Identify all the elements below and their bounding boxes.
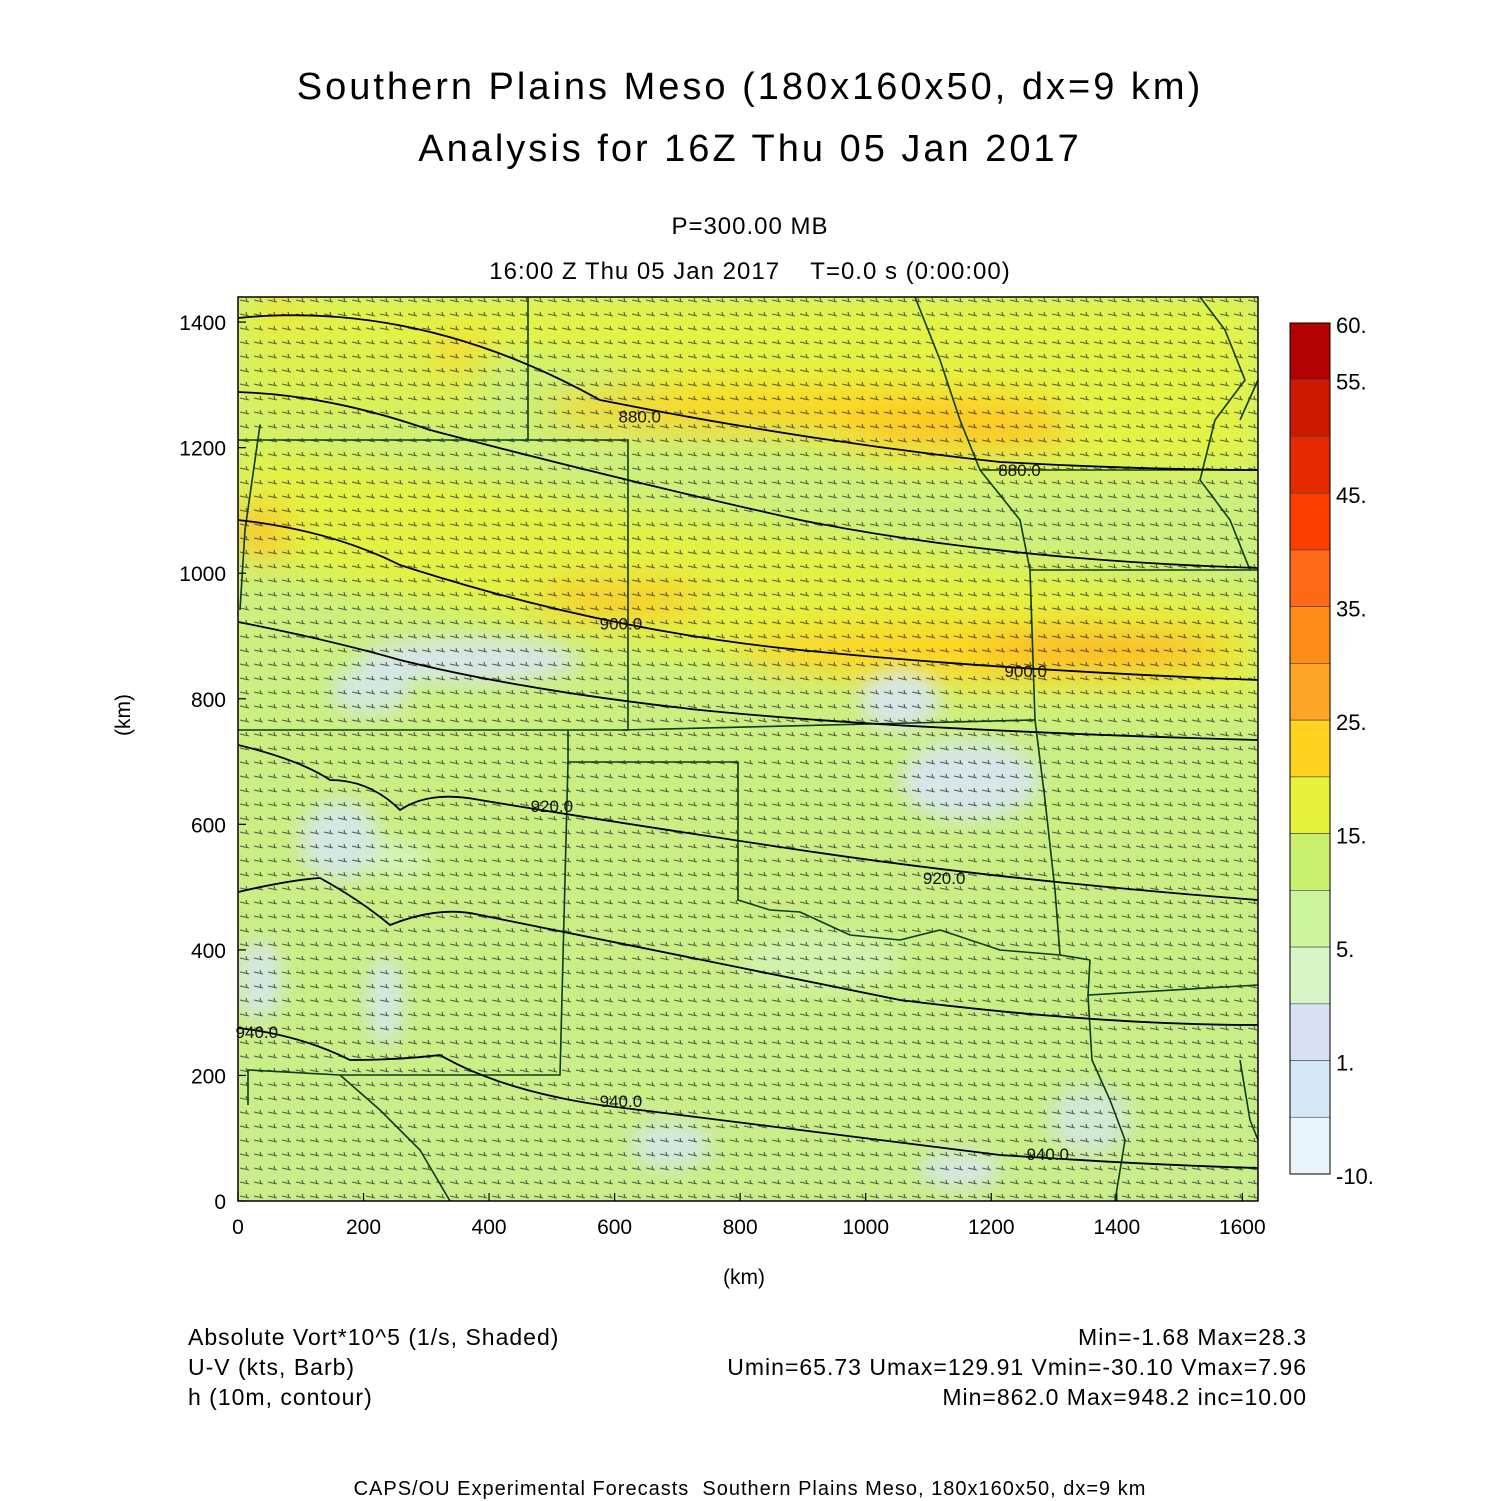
colorbar-swatch xyxy=(1289,890,1331,948)
field2-stats: Umin=65.73 Umax=129.91 Vmin=-30.10 Vmax=… xyxy=(727,1354,1307,1380)
colorbar-label: 1. xyxy=(1336,1051,1354,1076)
contour-label: 900.0 xyxy=(1004,662,1047,681)
colorbar-swatch xyxy=(1289,606,1331,664)
contour-label: 920.0 xyxy=(923,869,966,888)
x-axis-label: (km) xyxy=(723,1266,765,1289)
contour-label: 900.0 xyxy=(600,615,643,634)
x-tick-label: 1600 xyxy=(1219,1216,1266,1239)
x-tick-label: 800 xyxy=(723,1216,758,1239)
y-tick-label: 600 xyxy=(191,814,226,837)
y-tick-label: 1400 xyxy=(179,312,226,335)
colorbar-label: 5. xyxy=(1336,937,1354,962)
y-axis-label: (km) xyxy=(112,694,135,736)
field1-label: Absolute Vort*10^5 (1/s, Shaded) xyxy=(188,1324,560,1350)
colorbar-label: 60. xyxy=(1336,313,1367,338)
pressure-level: P=300.00 MB xyxy=(671,213,829,240)
title-line-1: Southern Plains Meso (180x160x50, dx=9 k… xyxy=(296,66,1204,108)
y-tick-label: 400 xyxy=(191,940,226,963)
colorbar-swatch xyxy=(1289,946,1331,1005)
contour-label: 940.0 xyxy=(236,1023,279,1042)
footer-credit: CAPS/OU Experimental Forecasts Southern … xyxy=(353,1478,1147,1500)
x-tick-label: 200 xyxy=(346,1216,381,1239)
plot-frame xyxy=(237,296,1259,1202)
field2-label: U-V (kts, Barb) xyxy=(188,1354,356,1380)
contour-label: 880.0 xyxy=(998,461,1041,480)
y-tick-label: 1200 xyxy=(179,438,226,461)
y-tick-label: 0 xyxy=(214,1191,226,1214)
field3-label: h (10m, contour) xyxy=(188,1384,373,1410)
colorbar-swatch xyxy=(1289,379,1331,437)
title-line-2: Analysis for 16Z Thu 05 Jan 2017 xyxy=(418,128,1082,170)
colorbar-frame xyxy=(1289,322,1331,1175)
field3-stats: Min=862.0 Max=948.2 inc=10.00 xyxy=(942,1384,1307,1410)
colorbar-swatch xyxy=(1289,833,1331,891)
colorbar-swatch xyxy=(1289,663,1331,721)
colorbar-swatch xyxy=(1289,719,1331,778)
colorbar-swatch xyxy=(1289,1116,1331,1175)
colorbar-label: -10. xyxy=(1336,1164,1374,1189)
contour-label: 940.0 xyxy=(1026,1145,1069,1164)
colorbar-swatch xyxy=(1289,436,1331,494)
x-tick-label: 0 xyxy=(232,1216,244,1239)
colorbar-swatch xyxy=(1289,322,1331,381)
contour-label: 880.0 xyxy=(618,408,661,427)
field1-stats: Min=-1.68 Max=28.3 xyxy=(1078,1324,1307,1350)
shaded-field xyxy=(238,297,1258,1201)
colorbar-swatch xyxy=(1289,776,1331,834)
contour-labels: 880.0 880.0 900.0 900.0 920.0 920.0 940.0 940.0… xyxy=(236,408,1069,1165)
y-axis: 0 200 400 600 800 1000 1200 1400 xyxy=(179,312,246,1214)
y-tick-label: 1000 xyxy=(179,563,226,586)
colorbar-label: 25. xyxy=(1336,710,1367,735)
x-tick-label: 600 xyxy=(597,1216,632,1239)
contour-label: 940.0 xyxy=(600,1092,643,1111)
contour-label: 920.0 xyxy=(531,797,574,816)
y-tick-label: 200 xyxy=(191,1065,226,1088)
x-tick-label: 1200 xyxy=(968,1216,1015,1239)
colorbar-swatch xyxy=(1289,1003,1331,1061)
colorbar-label: 15. xyxy=(1336,824,1367,849)
colorbar-label: 35. xyxy=(1336,597,1367,622)
colorbar-swatch xyxy=(1289,549,1331,607)
x-tick-label: 400 xyxy=(472,1216,507,1239)
colorbar-swatch xyxy=(1289,1060,1331,1118)
height-contours xyxy=(238,314,1258,1169)
colorbar-label: 45. xyxy=(1336,483,1367,508)
colorbar-label: 55. xyxy=(1336,370,1367,395)
x-tick-label: 1400 xyxy=(1093,1216,1140,1239)
colorbar-swatch xyxy=(1289,492,1331,551)
y-tick-label: 800 xyxy=(191,689,226,712)
x-tick-label: 1000 xyxy=(842,1216,889,1239)
valid-time: 16:00 Z Thu 05 Jan 2017 T=0.0 s (0:00:00… xyxy=(489,258,1011,285)
x-axis: 0 200 400 600 800 1000 1200 1400 1600 xyxy=(232,1193,1266,1239)
colorbar: 60. 55. 45. 35. 25. 15. 5. 1. -10. xyxy=(1289,313,1374,1189)
